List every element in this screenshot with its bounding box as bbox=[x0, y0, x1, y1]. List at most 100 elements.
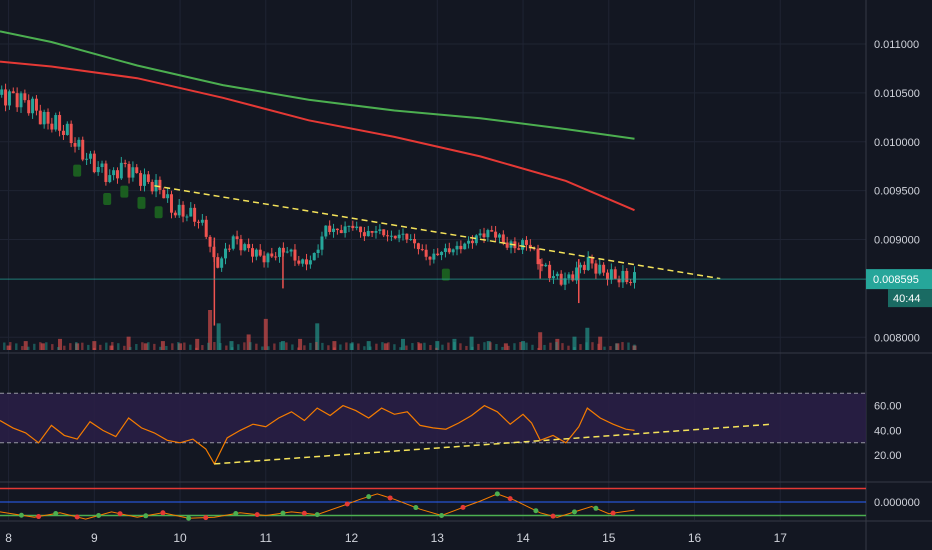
candle-body bbox=[463, 243, 467, 250]
volume-bar bbox=[303, 345, 306, 350]
candle-body bbox=[567, 274, 571, 279]
candle-body bbox=[613, 269, 617, 279]
volume-bar bbox=[486, 341, 491, 350]
candle-body bbox=[169, 194, 173, 213]
candle-body bbox=[239, 239, 243, 251]
candle-body bbox=[146, 174, 150, 182]
osc-red-dot bbox=[550, 513, 556, 519]
volume-bar bbox=[208, 310, 213, 350]
candle-body bbox=[92, 153, 96, 173]
candle-body bbox=[293, 249, 297, 261]
volume-bar bbox=[400, 338, 405, 350]
candle-body bbox=[370, 230, 374, 233]
candle-body bbox=[270, 253, 274, 257]
volume-bar bbox=[189, 344, 192, 350]
candle-body bbox=[494, 231, 498, 238]
volume-bar bbox=[632, 345, 637, 350]
current-price-text: 0.008595 bbox=[873, 274, 919, 286]
volume-bar bbox=[69, 343, 72, 350]
volume-bar bbox=[423, 342, 426, 350]
candle-body bbox=[335, 228, 339, 231]
candle-body bbox=[478, 233, 482, 236]
candle-body bbox=[536, 248, 540, 265]
osc-red-dot bbox=[254, 512, 260, 518]
signal-marker bbox=[103, 193, 112, 205]
candle-body bbox=[181, 204, 185, 217]
candle-body bbox=[0, 89, 4, 95]
osc-green-dot bbox=[280, 510, 286, 516]
candle-body bbox=[77, 139, 81, 147]
volume-bar bbox=[75, 342, 78, 350]
candle-body bbox=[262, 255, 266, 263]
osc-green-dot bbox=[96, 513, 102, 518]
volume-bar bbox=[477, 343, 480, 350]
volume-bar bbox=[171, 343, 174, 350]
candle-body bbox=[108, 175, 112, 182]
osc-red-dot bbox=[507, 496, 513, 502]
candle-body bbox=[528, 244, 532, 249]
candle-body bbox=[470, 240, 474, 244]
candle-body bbox=[220, 258, 224, 268]
volume-bar bbox=[153, 343, 156, 350]
rsi-axis-tick: 60.00 bbox=[874, 401, 902, 413]
candle-body bbox=[397, 234, 401, 239]
candle-body bbox=[27, 100, 31, 114]
osc-green-dot bbox=[366, 494, 372, 500]
volume-bar bbox=[521, 341, 526, 350]
volume-bar bbox=[285, 342, 288, 350]
candle-body bbox=[351, 225, 355, 229]
signal-marker bbox=[441, 268, 450, 281]
candle-body bbox=[42, 111, 46, 125]
volume-bar bbox=[141, 342, 144, 350]
candle-body bbox=[158, 179, 162, 190]
x-axis-tick: 17 bbox=[774, 531, 788, 545]
candle-body bbox=[393, 235, 397, 239]
candle-body bbox=[135, 167, 139, 174]
volume-bar bbox=[27, 346, 30, 350]
candle-body bbox=[501, 234, 505, 243]
volume-bar bbox=[609, 346, 612, 350]
candle-body bbox=[266, 253, 270, 263]
candle-body bbox=[208, 236, 212, 247]
candle-body bbox=[517, 248, 521, 250]
candle-body bbox=[224, 248, 228, 259]
volume-bar bbox=[81, 342, 84, 350]
candle-body bbox=[540, 264, 544, 267]
volume-bar bbox=[471, 346, 474, 350]
volume-bar bbox=[537, 347, 540, 350]
volume-bar bbox=[393, 344, 396, 350]
volume-bar bbox=[126, 336, 131, 350]
rsi-axis-tick: 20.00 bbox=[874, 450, 902, 462]
candle-body bbox=[362, 232, 366, 237]
volume-bar bbox=[40, 343, 45, 350]
volume-bar bbox=[339, 344, 342, 350]
candle-body bbox=[432, 253, 436, 260]
volume-bar bbox=[297, 347, 300, 350]
candle-body bbox=[81, 139, 85, 160]
candle-body bbox=[455, 245, 459, 250]
osc-red-dot bbox=[610, 510, 616, 516]
volume-bar bbox=[327, 345, 330, 350]
volume-bar bbox=[249, 342, 252, 350]
volume-bar bbox=[561, 343, 564, 350]
candle-body bbox=[204, 219, 208, 237]
candle-body bbox=[374, 231, 378, 233]
volume-bar bbox=[183, 342, 186, 350]
candle-body bbox=[582, 264, 586, 270]
candle-body bbox=[389, 235, 393, 237]
volume-bar bbox=[315, 323, 320, 350]
volume-bar bbox=[399, 347, 402, 350]
volume-bar bbox=[225, 345, 228, 350]
candle-body bbox=[173, 212, 177, 216]
volume-bar bbox=[579, 344, 582, 350]
candle-body bbox=[46, 111, 50, 124]
candle-body bbox=[115, 170, 119, 179]
volume-bar bbox=[459, 343, 462, 350]
volume-bar bbox=[160, 341, 165, 350]
volume-bar bbox=[585, 327, 590, 350]
rsi-axis-tick: 40.00 bbox=[874, 425, 902, 437]
volume-bar bbox=[357, 343, 360, 350]
